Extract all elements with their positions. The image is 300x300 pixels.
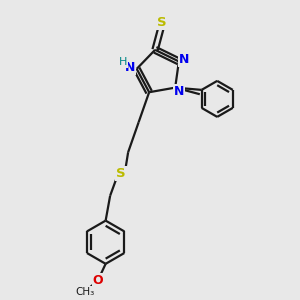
Text: N: N: [125, 61, 135, 74]
Text: S: S: [116, 167, 125, 180]
Text: S: S: [157, 16, 167, 28]
Text: N: N: [174, 85, 184, 98]
Text: N: N: [179, 53, 190, 66]
Text: CH₃: CH₃: [75, 287, 94, 297]
Text: H: H: [119, 57, 128, 67]
Text: O: O: [93, 274, 104, 287]
